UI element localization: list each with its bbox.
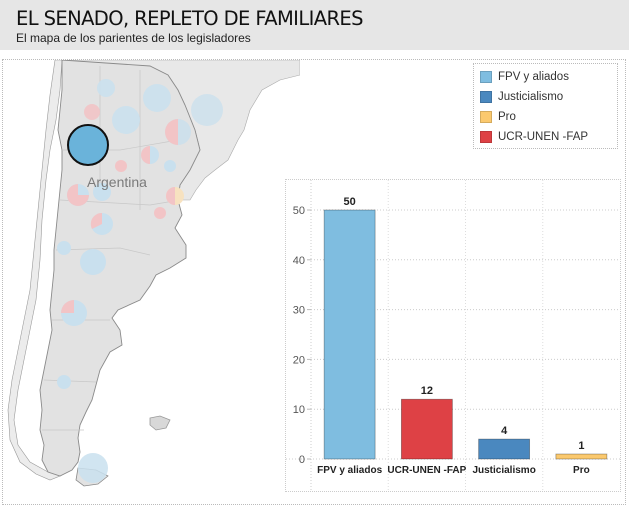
x-tick-label: Pro <box>573 465 590 476</box>
marker-slice[interactable] <box>61 300 74 313</box>
y-tick-label: 0 <box>299 454 305 466</box>
legend-label: FPV y aliados <box>498 71 569 83</box>
marker[interactable] <box>93 183 111 201</box>
header: EL SENADO, REPLETO DE FAMILIARES El mapa… <box>0 0 629 50</box>
marker-slice[interactable] <box>166 187 175 205</box>
bar[interactable] <box>323 209 376 460</box>
marker-slice[interactable] <box>90 212 102 229</box>
marker[interactable] <box>154 207 166 219</box>
data-label: 4 <box>501 425 508 437</box>
map[interactable]: Argentina <box>0 60 300 500</box>
bar[interactable] <box>478 438 531 460</box>
bar-chart-svg: 0 10 20 30 40 50 50 FPV y aliados 12 UCR-UNEN -FA… <box>286 180 620 491</box>
marker[interactable] <box>80 249 106 275</box>
legend-label: Pro <box>498 111 516 123</box>
x-tick-label: Justicialismo <box>472 465 535 476</box>
legend-label: Justicialismo <box>498 91 564 103</box>
map-markers[interactable] <box>57 79 223 483</box>
marker[interactable] <box>191 94 223 126</box>
page-title: EL SENADO, REPLETO DE FAMILIARES <box>16 7 364 30</box>
data-label: 1 <box>578 440 584 452</box>
marker-slice[interactable] <box>165 119 178 145</box>
legend-swatch <box>480 131 492 143</box>
data-label: 12 <box>421 385 433 397</box>
marker[interactable] <box>57 241 71 255</box>
legend: FPV y aliados Justicialismo Pro UCR-UNEN… <box>473 63 618 149</box>
bar-chart: 0 10 20 30 40 50 50 FPV y aliados 12 UCR-UNEN -FA… <box>285 179 621 492</box>
x-tick-label: FPV y aliados <box>317 465 382 476</box>
legend-item-pro[interactable]: Pro <box>480 109 516 125</box>
y-tick-label: 20 <box>293 354 305 366</box>
marker[interactable] <box>97 79 115 97</box>
marker[interactable] <box>84 104 100 120</box>
marker-slice[interactable] <box>67 184 89 206</box>
marker[interactable] <box>164 160 176 172</box>
legend-label: UCR-UNEN -FAP <box>498 131 589 143</box>
legend-swatch <box>480 91 492 103</box>
marker-slice[interactable] <box>141 146 150 164</box>
legend-swatch <box>480 71 492 83</box>
y-tick-label: 10 <box>293 404 305 416</box>
y-tick-label: 30 <box>293 305 305 317</box>
bar[interactable] <box>400 398 453 460</box>
marker[interactable] <box>57 375 71 389</box>
marker[interactable] <box>143 84 171 112</box>
y-tick-label: 50 <box>293 205 305 217</box>
y-tick-label: 40 <box>293 255 305 267</box>
dashboard-frame <box>2 59 626 505</box>
x-tick-label: UCR-UNEN -FAP <box>387 465 466 476</box>
highlighted-marker[interactable] <box>67 124 109 166</box>
map-svg[interactable]: Argentina <box>0 60 300 500</box>
country-label: Argentina <box>87 174 147 190</box>
bar[interactable] <box>555 453 608 460</box>
marker[interactable] <box>115 160 127 172</box>
data-label: 50 <box>344 196 356 208</box>
legend-item-ucr[interactable]: UCR-UNEN -FAP <box>480 129 588 145</box>
legend-swatch <box>480 111 492 123</box>
legend-item-fpv[interactable]: FPV y aliados <box>480 69 569 85</box>
marker[interactable] <box>78 453 108 483</box>
marker[interactable] <box>112 106 140 134</box>
page-subtitle: El mapa de los parientes de los legislad… <box>16 31 251 45</box>
malvinas <box>149 415 171 431</box>
legend-item-justicialismo[interactable]: Justicialismo <box>480 89 563 105</box>
